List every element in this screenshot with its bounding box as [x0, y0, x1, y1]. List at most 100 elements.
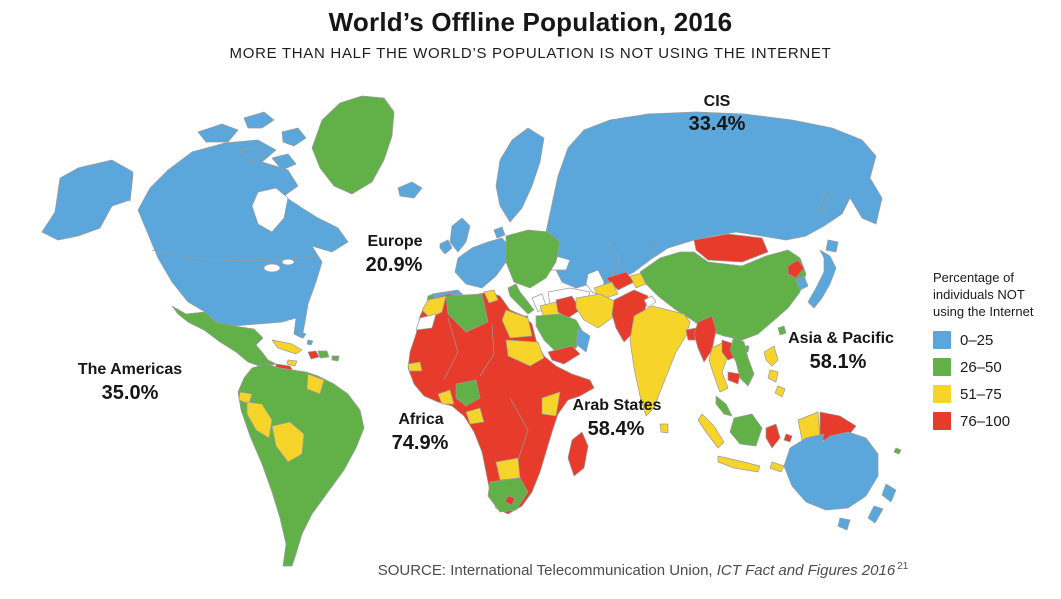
- page-title: World’s Offline Population, 2016: [328, 7, 733, 37]
- country-western-sahara: [415, 313, 437, 331]
- country-madagascar: [567, 431, 589, 477]
- country-italy: [507, 283, 535, 315]
- country-dominican-republic: [317, 350, 330, 359]
- legend-items: 0–25 26–50 51–75 76–100: [933, 331, 1057, 430]
- legend-title: Percentage of individuals NOT using the …: [933, 270, 1034, 319]
- source-footnote-number: 21: [897, 561, 909, 572]
- country-haiti: [307, 350, 320, 360]
- region-kashmir: [643, 295, 657, 308]
- country-iran: [575, 293, 617, 329]
- new-zealand-north-island: [881, 483, 897, 503]
- philippines-island: [763, 345, 779, 367]
- continent-south-america: [237, 363, 365, 567]
- region-label-americas-value: 35.0%: [102, 382, 159, 404]
- tasmania-island: [837, 517, 851, 531]
- country-denmark: [493, 226, 506, 239]
- country-jamaica: [286, 359, 298, 367]
- legend-swatch-green: [933, 358, 951, 376]
- fiji-island: [893, 447, 902, 455]
- country-nigeria: [455, 379, 481, 407]
- legend-item-51-75: 51–75: [933, 385, 1057, 403]
- legend-swatch-yellow: [933, 385, 951, 403]
- country-uae-oman: [575, 327, 591, 353]
- region-label-arab-states-name: Arab States: [573, 397, 662, 414]
- bahamas-island: [297, 331, 307, 339]
- country-united-kingdom: [449, 217, 471, 253]
- legend-swatch-blue: [933, 331, 951, 349]
- country-malaysia: [715, 395, 733, 417]
- region-label-arab-states-value: 58.4%: [588, 418, 645, 440]
- country-gabon: [465, 407, 485, 425]
- region-label-americas-name: The Americas: [78, 361, 182, 378]
- borneo-island: [729, 413, 763, 447]
- legend-item-26-50: 26–50: [933, 358, 1057, 376]
- source-note: SOURCE: International Telecommunication …: [225, 561, 1061, 579]
- arctic-island: [271, 153, 297, 171]
- country-bolivia-paraguay: [271, 421, 305, 463]
- country-senegal: [407, 361, 423, 372]
- sakhalin-island: [817, 189, 832, 215]
- legend-range-label: 0–25: [960, 331, 994, 349]
- country-ireland: [439, 239, 453, 255]
- country-myanmar: [693, 315, 717, 363]
- country-puerto-rico: [331, 355, 340, 362]
- region-label-cis-value: 33.4%: [689, 113, 746, 135]
- region-label-africa-value: 74.9%: [392, 432, 449, 454]
- java-island: [717, 455, 761, 473]
- country-vietnam: [729, 335, 755, 387]
- philippines-island: [774, 385, 786, 398]
- legend-range-label: 76–100: [960, 412, 1011, 430]
- region-label-africa-name: Africa: [398, 411, 443, 428]
- legend-swatch-red: [933, 412, 951, 430]
- country-alaska: [41, 159, 134, 241]
- hudson-bay: [251, 187, 289, 233]
- bahamas-island: [306, 339, 314, 346]
- country-greenland: [311, 95, 395, 195]
- region-label-europe-name: Europe: [367, 233, 422, 250]
- us-canada-border: [151, 249, 317, 262]
- country-guyana-suriname: [306, 373, 325, 395]
- maluku-island: [783, 433, 793, 443]
- country-mongolia: [693, 233, 769, 263]
- alaska-border: [129, 174, 134, 203]
- source-work-title: ICT Fact and Figures 2016: [716, 562, 896, 579]
- region-label-cis-name: CIS: [704, 93, 731, 110]
- country-north-korea: [787, 259, 805, 279]
- great-lake: [281, 258, 295, 266]
- africa-internal-border: [509, 397, 529, 461]
- country-iceland: [397, 181, 423, 199]
- country-peru: [246, 401, 273, 439]
- country-sri-lanka: [659, 423, 669, 434]
- legend-range-label: 26–50: [960, 358, 1002, 376]
- africa-internal-border: [479, 323, 495, 377]
- sulawesi-island: [765, 423, 781, 449]
- hokkaido-island: [825, 239, 839, 253]
- philippines-island: [767, 369, 779, 383]
- country-yemen: [547, 345, 581, 365]
- country-algeria: [445, 293, 489, 333]
- arctic-island: [243, 111, 275, 129]
- arctic-island: [197, 123, 239, 143]
- country-botswana-zimbabwe: [495, 457, 521, 481]
- country-taiwan: [777, 325, 787, 336]
- cis-internal-border: [605, 239, 621, 283]
- region-label-europe-value: 20.9%: [366, 254, 423, 276]
- country-japan: [807, 249, 837, 309]
- africa-internal-border: [443, 317, 459, 381]
- legend-range-label: 51–75: [960, 385, 1002, 403]
- page-subtitle: MORE THAN HALF THE WORLD’S POPULATION IS…: [229, 45, 832, 62]
- region-scandinavia: [495, 127, 545, 223]
- region-label-asia-pacific-name: Asia & Pacific: [788, 330, 894, 347]
- country-kenya: [541, 391, 561, 417]
- sumatra-island: [697, 413, 725, 449]
- great-lake: [263, 263, 281, 273]
- timor-island: [769, 461, 785, 473]
- arctic-island: [239, 145, 267, 163]
- source-prefix: SOURCE: International Telecommunication …: [377, 562, 717, 579]
- country-egypt: [501, 309, 533, 339]
- country-tunisia: [483, 289, 499, 304]
- country-south-korea: [795, 275, 809, 291]
- header: World’s Offline Population, 2016 MORE TH…: [0, 7, 1061, 62]
- country-india: [629, 305, 691, 417]
